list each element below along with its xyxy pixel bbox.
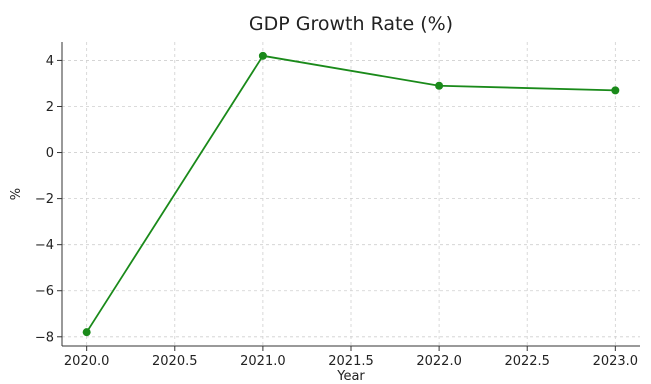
y-tick-label: −2 — [35, 192, 54, 207]
y-tick-label: −8 — [35, 330, 54, 345]
data-point — [611, 86, 620, 95]
x-tick-label: 2021.0 — [240, 354, 286, 369]
y-tick-label: 2 — [46, 100, 54, 115]
y-axis-title: % — [9, 188, 24, 200]
y-tick-label: −4 — [35, 238, 54, 253]
chart-title: GDP Growth Rate (%) — [249, 13, 453, 35]
y-tick-label: 0 — [46, 146, 54, 161]
x-tick-label: 2020.5 — [152, 354, 198, 369]
x-tick-label: 2022.0 — [416, 354, 462, 369]
x-tick-label: 2022.5 — [504, 354, 550, 369]
x-tick-label: 2021.5 — [328, 354, 374, 369]
x-axis-title: Year — [336, 369, 365, 384]
data-point — [82, 328, 91, 337]
x-tick-label: 2023.0 — [593, 354, 639, 369]
data-point — [258, 51, 267, 60]
grid — [62, 42, 640, 346]
y-tick-label: −6 — [35, 284, 54, 299]
y-ticks: −8 −6 −4 −2 0 2 4 — [35, 54, 62, 345]
series — [82, 51, 620, 337]
y-tick-label: 4 — [46, 54, 54, 69]
series-line — [85, 54, 616, 333]
x-tick-label: 2020.0 — [64, 354, 110, 369]
x-ticks: 2020.0 2020.5 2021.0 2021.5 2022.0 2022.5 2023… — [64, 346, 638, 369]
data-point — [435, 81, 444, 90]
